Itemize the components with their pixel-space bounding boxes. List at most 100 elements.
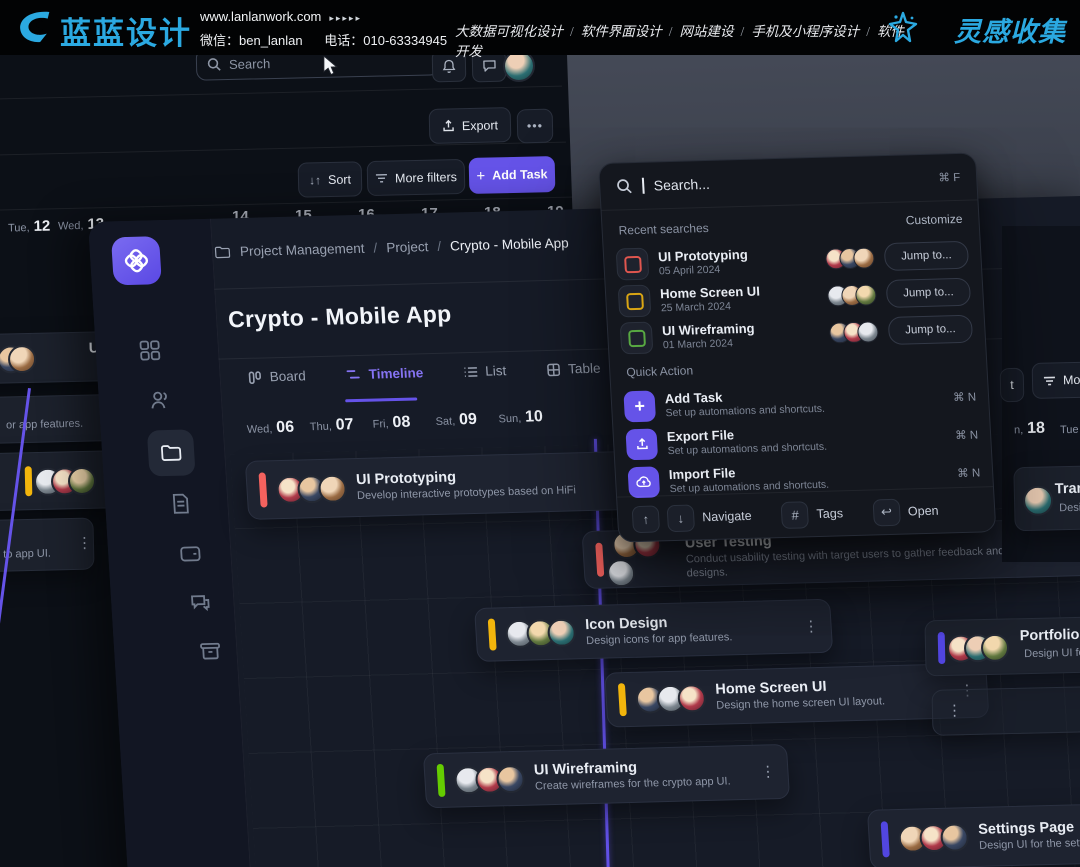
tab-table[interactable]: Table (546, 361, 601, 377)
sidebar-item-documents[interactable] (168, 491, 196, 518)
day-cell[interactable]: Thu, 07 (309, 416, 355, 434)
avatar-group (824, 246, 875, 270)
sort-label: Sort (327, 172, 352, 187)
task-card[interactable]: UI Prototyping Develop interactive proto… (244, 449, 669, 520)
mouse-cursor-icon (323, 56, 339, 76)
list-icon (463, 366, 477, 377)
more-options-button[interactable]: ••• (516, 108, 554, 144)
kebab-menu-icon[interactable]: ⋮ (946, 702, 963, 720)
task-color-bar (436, 763, 446, 797)
task-card[interactable]: ⋮ (931, 686, 1080, 736)
task-card[interactable]: Icon Design Design icons for app feature… (474, 598, 834, 662)
day-cell[interactable]: Sun, 10 (498, 408, 544, 426)
task-card[interactable]: to app UI. ⋮ (0, 517, 95, 575)
customize-link[interactable]: Customize (905, 211, 963, 228)
table-icon (546, 363, 560, 376)
bg-date-cell: Tue, 12 (7, 217, 51, 235)
arrow-down-icon[interactable]: ↓ (666, 503, 696, 532)
task-color-bar (24, 466, 33, 497)
breadcrumb-separator: / (436, 238, 442, 254)
shortcut-label: ⌘ F (938, 171, 961, 185)
day-cell[interactable]: Wed, 06 (246, 418, 295, 437)
shortcut-label: ⌘ N (954, 429, 979, 443)
day-cell[interactable]: Fri, 08 (372, 413, 411, 432)
sidebar-item-messages[interactable] (188, 591, 216, 618)
export-button[interactable]: Export (428, 107, 512, 144)
bg-button-partial[interactable]: t (999, 367, 1025, 403)
kebab-menu-icon[interactable]: ⋮ (76, 534, 93, 552)
task-card[interactable]: Trans Desig (1013, 464, 1080, 532)
messages-button[interactable] (471, 49, 507, 83)
add-task-button[interactable]: + Add Task (468, 156, 556, 194)
bg-more-filters-partial[interactable]: Mor (1031, 361, 1080, 399)
sort-button[interactable]: ↓↑ Sort (297, 161, 363, 198)
notifications-button[interactable] (431, 49, 467, 83)
tab-timeline[interactable]: Timeline (345, 365, 424, 382)
modal-search-field[interactable]: Search... ⌘ F (599, 153, 978, 211)
avatar (856, 320, 879, 343)
shortcut-label: ⌘ N (952, 391, 977, 405)
grid-icon (139, 340, 161, 361)
avatar (7, 344, 37, 374)
arrow-up-icon[interactable]: ↑ (631, 504, 661, 533)
quick-action-row[interactable]: + Add Task Set up automations and shortc… (623, 380, 977, 424)
quick-action-row[interactable]: Import File Set up automations and short… (627, 455, 981, 499)
nav-item[interactable]: 手机及小程序设计 (751, 24, 860, 39)
avatar (939, 823, 970, 852)
task-card[interactable]: Settings Page Design UI for the settings… (866, 799, 1080, 867)
recent-title: UI Wireframing (661, 320, 755, 339)
task-color-bar (937, 631, 946, 665)
quick-action-label: Quick Action (625, 363, 694, 380)
task-card[interactable]: Portfolio P Design UI for t (924, 615, 1080, 677)
inspiration-collect-label[interactable]: 灵感收集 (954, 17, 1066, 47)
tab-list[interactable]: List (463, 363, 507, 379)
button-label: Mor (1062, 372, 1080, 388)
breadcrumb-item[interactable]: Project Management (239, 240, 365, 260)
sidebar-item-projects[interactable] (146, 429, 196, 477)
day-cell[interactable]: Sat, 09 (435, 410, 478, 429)
task-color-bar (880, 821, 890, 858)
plus-icon: + (476, 167, 486, 185)
sidebar-item-dashboard[interactable] (137, 338, 165, 365)
breadcrumb-separator: / (373, 240, 378, 256)
kebab-menu-icon[interactable]: ⋮ (759, 763, 776, 781)
nav-item[interactable]: 大数据可视化设计 (455, 24, 563, 39)
task-type-icon (619, 321, 654, 355)
breadcrumb-item[interactable]: Project (385, 239, 429, 256)
jump-to-button[interactable]: Jump to... (887, 314, 974, 345)
task-card[interactable]: UI Wireframing Create wireframes for the… (422, 743, 791, 809)
search-icon (617, 179, 632, 194)
sidebar-item-members[interactable] (147, 388, 175, 415)
avatar-group (504, 618, 577, 649)
recent-title: UI Prototyping (657, 246, 749, 265)
sidebar-item-archive[interactable] (198, 639, 226, 666)
recent-date: 05 April 2024 (658, 263, 721, 277)
jump-to-button[interactable]: Jump to... (883, 240, 970, 272)
site-url[interactable]: www.lanlanwork.com ▸▸▸▸▸ (200, 9, 362, 24)
filter-icon (1043, 376, 1055, 385)
tab-board[interactable]: Board (247, 368, 306, 385)
bell-icon (442, 59, 456, 73)
more-filters-button[interactable]: More filters (366, 158, 466, 197)
recent-search-row[interactable]: Home Screen UI 25 March 2024 Jump to... (617, 275, 972, 319)
recent-search-row[interactable]: UI Wireframing 01 March 2024 Jump to... (619, 312, 974, 356)
nav-item[interactable]: 网站建设 (679, 24, 734, 39)
app-logo[interactable] (110, 236, 162, 286)
avatar (854, 283, 877, 306)
quick-action-row[interactable]: Export File Set up automations and short… (625, 418, 979, 462)
nav-item[interactable]: 软件界面设计 (580, 24, 662, 39)
chat-bubble-icon (482, 60, 496, 72)
return-icon[interactable]: ↩ (872, 498, 901, 526)
app-logo-icon (124, 249, 149, 273)
import-file-icon (627, 465, 661, 498)
bg-search-input[interactable]: Search (195, 43, 441, 81)
task-card[interactable]: or app features. (0, 394, 115, 447)
inspiration-star-icon (888, 11, 918, 43)
jump-to-button[interactable]: Jump to... (885, 277, 972, 308)
avatar-group (453, 764, 526, 795)
sidebar-item-wallet[interactable] (178, 541, 206, 568)
recent-search-row[interactable]: UI Prototyping 05 April 2024 Jump to... (615, 238, 970, 282)
kebab-menu-icon[interactable]: ⋮ (803, 617, 820, 635)
hash-icon[interactable]: # (780, 500, 810, 529)
